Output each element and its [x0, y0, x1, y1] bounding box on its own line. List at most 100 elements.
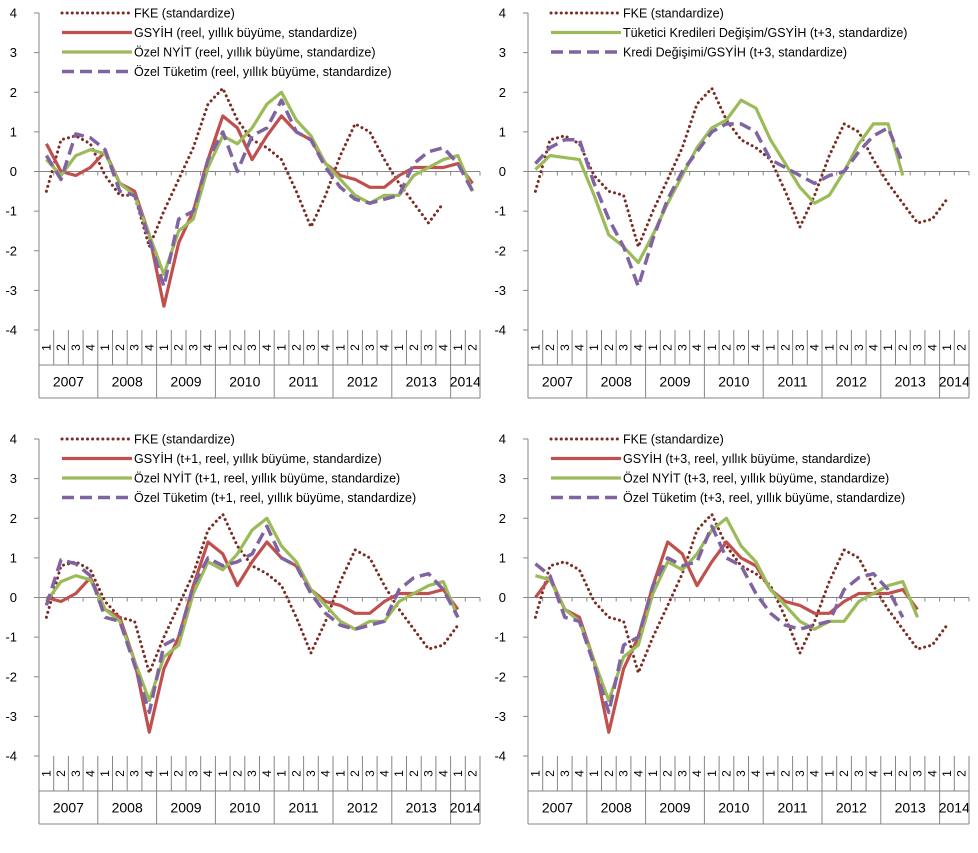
quarter-label: 3 — [793, 344, 807, 351]
series-line — [44, 524, 460, 715]
quarter-label: 3 — [734, 770, 748, 777]
series-line — [533, 86, 949, 249]
year-label: 2009 — [170, 374, 201, 390]
legend-label: GSYİH (t+3, reel, yıllık büyüme, standar… — [623, 452, 871, 466]
year-label: 2007 — [53, 374, 84, 390]
quarter-label: 2 — [896, 770, 910, 777]
quarter-label: 2 — [837, 770, 851, 777]
y-tick-label: -1 — [494, 204, 506, 219]
quarter-label: 2 — [778, 770, 792, 777]
year-label: 2014 — [939, 800, 970, 816]
quarter-label: 2 — [719, 770, 733, 777]
quarter-label: 1 — [98, 770, 112, 777]
quarter-label: 2 — [348, 770, 362, 777]
quarter-label: 3 — [422, 770, 436, 777]
quarter-label: 3 — [186, 770, 200, 777]
series-line — [534, 516, 919, 703]
quarter-label: 1 — [940, 344, 954, 351]
year-label: 2011 — [289, 374, 319, 390]
year-label: 2007 — [542, 800, 573, 816]
legend-label: FKE (standardize) — [623, 433, 724, 447]
y-tick-label: 2 — [499, 85, 506, 100]
y-tick-label: 4 — [10, 432, 17, 447]
y-tick-label: 1 — [10, 550, 17, 565]
quarter-label: 3 — [363, 344, 377, 351]
series-line — [534, 122, 905, 289]
legend-label: Özel NYİT (t+3, reel, yıllık büyüme, sta… — [623, 472, 889, 486]
quarter-label: 4 — [260, 770, 274, 777]
quarter-label: 4 — [866, 770, 880, 777]
y-tick-label: -3 — [494, 709, 506, 724]
quarter-label: 4 — [319, 770, 333, 777]
year-label: 2012 — [347, 374, 378, 390]
y-tick-label: -1 — [494, 630, 506, 645]
series-line — [534, 524, 905, 715]
quarter-label: 1 — [646, 770, 660, 777]
quarter-label: 2 — [543, 344, 557, 351]
legend-label: Özel Tüketim (reel, yıllık büyüme, stand… — [134, 65, 392, 79]
chart-panel-top-left: 4 3 2 1 0 -1 -2 -3 -4 1 2 3 4 1 2 3 4 1 2 3 4 1 2 3 4 1 2 3 4 1 2 3 4 1 2 3… — [0, 0, 489, 426]
year-label: 2008 — [112, 374, 143, 390]
quarter-label: 4 — [201, 770, 215, 777]
quarter-label: 4 — [572, 344, 586, 351]
quarter-label: 4 — [808, 770, 822, 777]
y-tick-label: -3 — [5, 709, 17, 724]
legend-label: Özel NYİT (t+1, reel, yıllık büyüme, sta… — [134, 472, 400, 486]
year-label: 2009 — [659, 800, 690, 816]
quarter-label: 2 — [289, 344, 303, 351]
quarter-label: 1 — [39, 770, 53, 777]
y-tick-label: 2 — [10, 85, 17, 100]
quarter-label: 2 — [778, 344, 792, 351]
quarter-label: 1 — [764, 770, 778, 777]
legend-label: GSYİH (reel, yıllık büyüme, standardize) — [134, 26, 357, 40]
quarter-label: 3 — [793, 770, 807, 777]
quarter-label: 4 — [377, 344, 391, 351]
quarter-label: 4 — [572, 770, 586, 777]
quarter-label: 2 — [955, 344, 969, 351]
quarter-label: 2 — [466, 770, 480, 777]
year-label: 2012 — [836, 800, 867, 816]
quarter-label: 4 — [319, 344, 333, 351]
quarter-label: 1 — [216, 344, 230, 351]
y-tick-label: 4 — [10, 6, 17, 21]
year-label: 2014 — [450, 800, 481, 816]
year-label: 2011 — [778, 374, 808, 390]
quarter-label: 1 — [216, 770, 230, 777]
quarter-label: 4 — [201, 344, 215, 351]
quarter-label: 2 — [113, 770, 127, 777]
quarter-label: 3 — [69, 344, 83, 351]
y-tick-label: -2 — [5, 243, 17, 258]
y-tick-label: -3 — [494, 283, 506, 298]
quarter-label: 1 — [528, 344, 542, 351]
legend-label: Özel Tüketim (t+3, reel, yıllık büyüme, … — [623, 491, 905, 505]
quarter-label: 3 — [911, 770, 925, 777]
quarter-label: 1 — [392, 344, 406, 351]
legend-label: FKE (standardize) — [623, 7, 724, 21]
year-label: 2013 — [406, 800, 437, 816]
quarter-label: 1 — [392, 770, 406, 777]
y-tick-label: -3 — [5, 283, 17, 298]
series-line — [45, 540, 460, 734]
quarter-label: 3 — [852, 770, 866, 777]
year-label: 2007 — [53, 800, 84, 816]
quarter-label: 1 — [275, 770, 289, 777]
quarter-label: 2 — [230, 344, 244, 351]
quarter-label: 3 — [558, 770, 572, 777]
series-line — [534, 98, 905, 265]
y-tick-label: -1 — [5, 630, 17, 645]
quarter-label: 3 — [69, 770, 83, 777]
quarter-label: 2 — [837, 344, 851, 351]
quarter-label: 4 — [142, 344, 156, 351]
quarter-label: 1 — [333, 770, 347, 777]
quarter-label: 3 — [304, 770, 318, 777]
y-tick-label: 3 — [10, 45, 17, 60]
quarter-label: 1 — [646, 344, 660, 351]
quarter-label: 4 — [260, 344, 274, 351]
year-label: 2010 — [718, 800, 749, 816]
quarter-label: 2 — [602, 770, 616, 777]
year-label: 2009 — [659, 374, 690, 390]
